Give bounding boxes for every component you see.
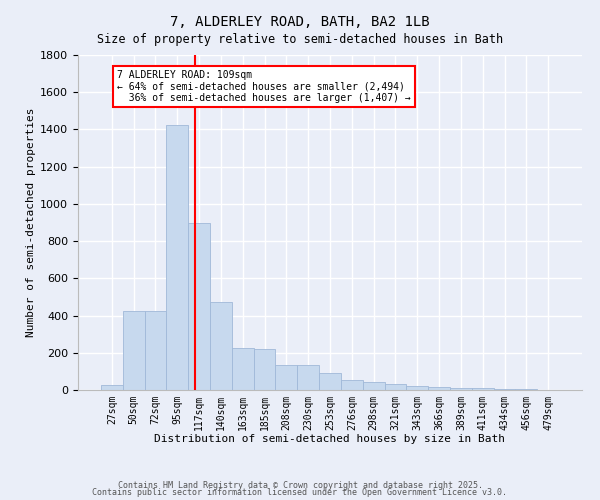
Bar (319, 373, 341, 390)
Bar (101, 386, 123, 390)
Bar (472, 388, 494, 390)
Bar (232, 348, 254, 390)
Text: Contains public sector information licensed under the Open Government Licence v3: Contains public sector information licen… (92, 488, 508, 497)
Text: 7, ALDERLEY ROAD, BATH, BA2 1LB: 7, ALDERLEY ROAD, BATH, BA2 1LB (170, 15, 430, 29)
Y-axis label: Number of semi-detached properties: Number of semi-detached properties (26, 108, 36, 337)
Bar (385, 384, 406, 390)
Bar (297, 365, 319, 390)
X-axis label: Distribution of semi-detached houses by size in Bath: Distribution of semi-detached houses by … (155, 434, 505, 444)
Bar (494, 389, 515, 390)
Bar (515, 389, 537, 390)
Text: Contains HM Land Registry data © Crown copyright and database right 2025.: Contains HM Land Registry data © Crown c… (118, 480, 482, 490)
Bar (123, 311, 145, 390)
Text: 7 ALDERLEY ROAD: 109sqm
← 64% of semi-detached houses are smaller (2,494)
  36% : 7 ALDERLEY ROAD: 109sqm ← 64% of semi-de… (117, 70, 411, 103)
Bar (210, 302, 232, 390)
Bar (363, 382, 385, 390)
Bar (275, 365, 297, 390)
Bar (166, 125, 188, 390)
Bar (428, 387, 450, 390)
Text: Size of property relative to semi-detached houses in Bath: Size of property relative to semi-detach… (97, 32, 503, 46)
Bar (450, 388, 472, 390)
Bar (188, 222, 210, 390)
Bar (341, 380, 363, 390)
Bar (406, 386, 428, 390)
Bar (145, 311, 166, 390)
Bar (254, 349, 275, 390)
